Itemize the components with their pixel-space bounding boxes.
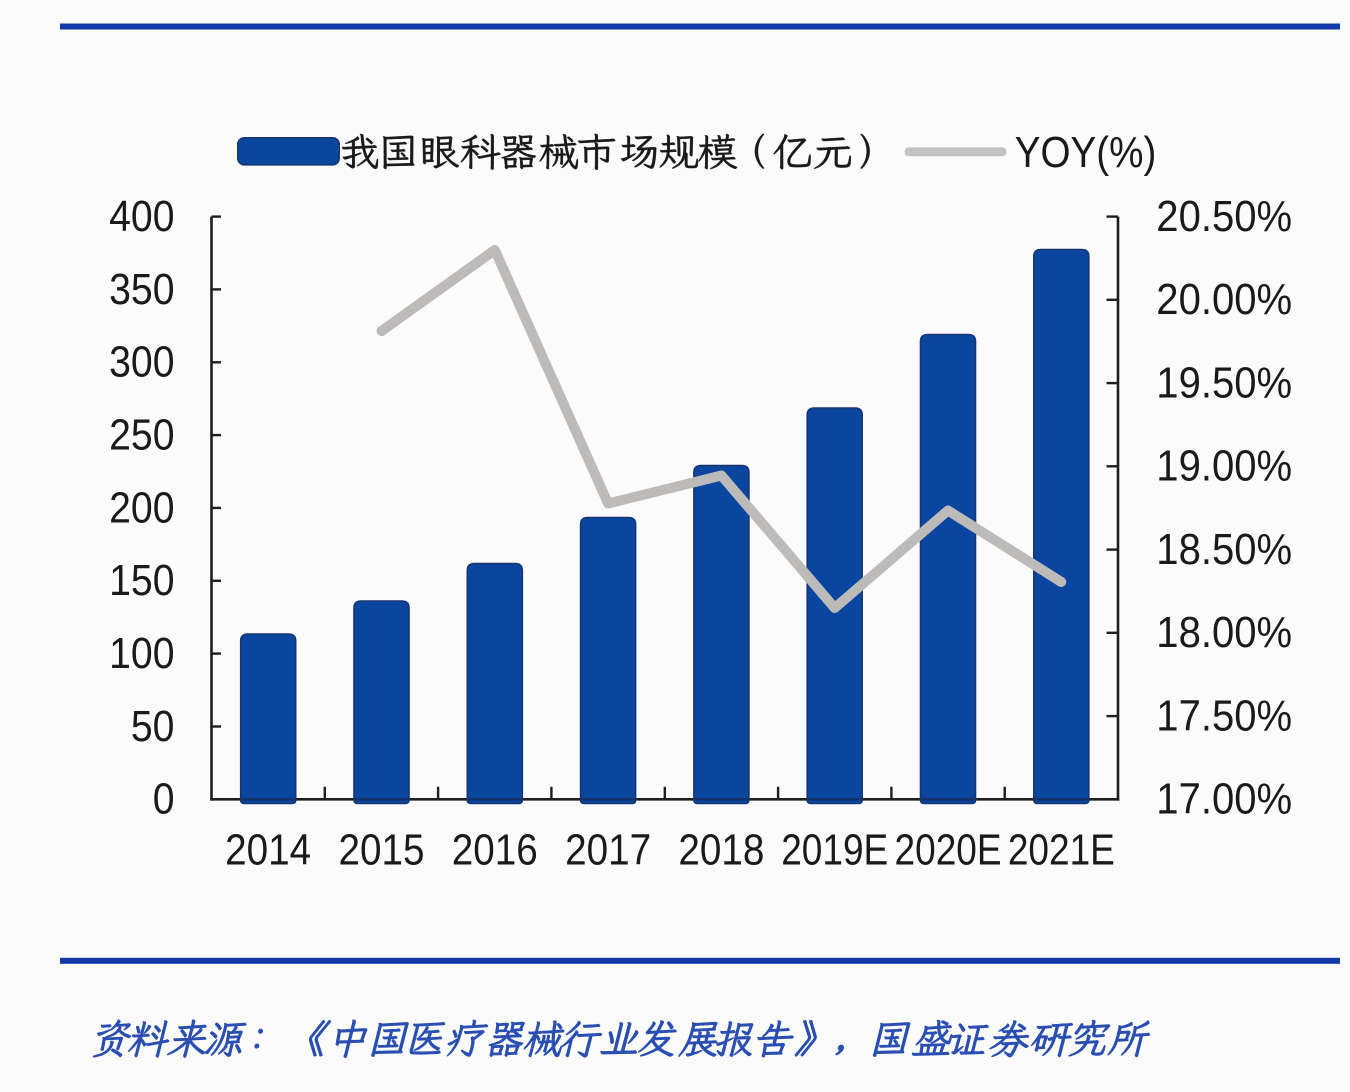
svg-text:0: 0	[153, 775, 175, 824]
svg-text:19.00%: 19.00%	[1156, 442, 1292, 491]
svg-text:18.50%: 18.50%	[1156, 525, 1292, 574]
svg-text:19.50%: 19.50%	[1156, 358, 1292, 407]
svg-text:50: 50	[131, 702, 175, 751]
svg-text:150: 150	[109, 556, 174, 605]
svg-text:17.50%: 17.50%	[1156, 691, 1292, 740]
svg-text:2015: 2015	[338, 826, 424, 875]
svg-text:2018: 2018	[678, 826, 764, 875]
svg-text:2014: 2014	[225, 826, 311, 875]
svg-text:17.00%: 17.00%	[1156, 775, 1292, 824]
svg-text:2019E: 2019E	[781, 826, 888, 875]
svg-text:2020E: 2020E	[895, 826, 1002, 875]
svg-text:350: 350	[109, 265, 174, 314]
svg-text:20.00%: 20.00%	[1156, 275, 1292, 324]
svg-text:400: 400	[109, 192, 174, 241]
svg-text:20.50%: 20.50%	[1156, 192, 1292, 241]
svg-text:YOY(%): YOY(%)	[1015, 128, 1157, 177]
svg-text:2017: 2017	[565, 826, 651, 875]
svg-text:2021E: 2021E	[1008, 826, 1115, 875]
svg-text:100: 100	[109, 629, 174, 678]
svg-text:200: 200	[109, 483, 174, 532]
svg-text:300: 300	[109, 338, 174, 387]
svg-text:250: 250	[109, 411, 174, 460]
svg-text:18.00%: 18.00%	[1156, 608, 1292, 657]
svg-text:2016: 2016	[452, 826, 538, 875]
